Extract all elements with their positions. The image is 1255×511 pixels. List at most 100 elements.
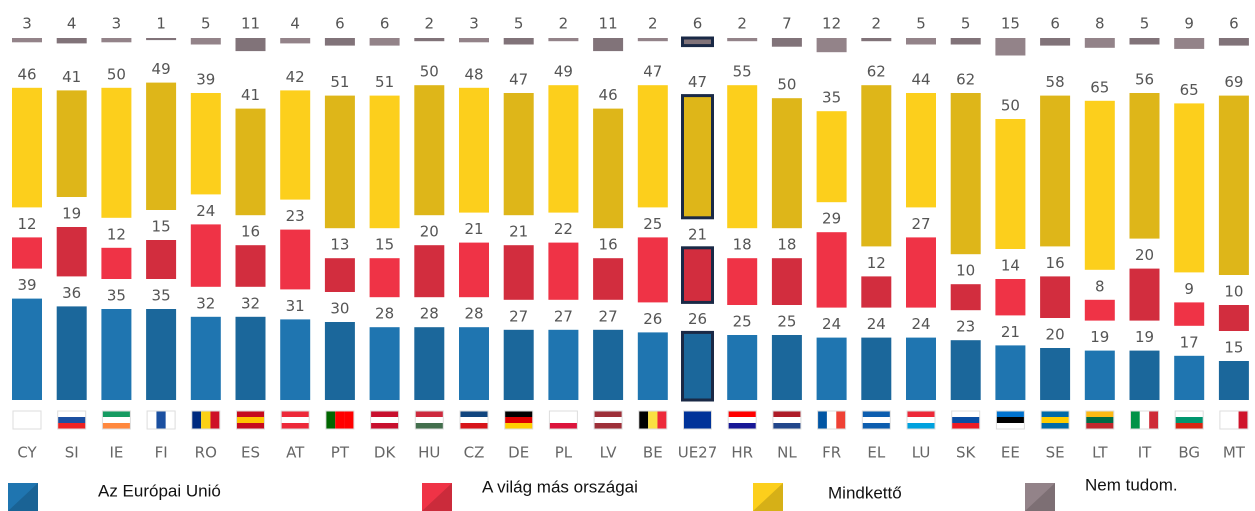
bar-segment [681, 246, 714, 304]
value-label: 65 [1090, 78, 1109, 96]
flag-border [638, 410, 668, 430]
bar-segment [637, 237, 668, 303]
value-label: 1 [156, 15, 166, 33]
flag-part [1085, 423, 1114, 429]
flag-part [594, 423, 623, 429]
bar-segment [1174, 355, 1205, 400]
flag-part [236, 417, 265, 423]
flag-border [995, 410, 1025, 430]
flag-part [772, 411, 801, 417]
flag-part [1175, 417, 1204, 423]
value-label: 26 [643, 310, 662, 328]
bar-segment [414, 38, 445, 42]
flag-part [683, 423, 712, 429]
x-tick-label: DK [374, 444, 397, 462]
value-label: 20 [420, 223, 439, 241]
flag-part [594, 411, 623, 417]
bar-segment [12, 38, 42, 43]
legend-label: Mindkettő [828, 483, 902, 502]
flag-part [102, 417, 131, 423]
bar-segment [56, 227, 87, 277]
flag-border [325, 410, 355, 430]
legend-label: Nem tudom. [1085, 475, 1178, 494]
bar-segment [12, 87, 42, 208]
bar-segment [995, 345, 1026, 400]
value-label: 12 [822, 15, 841, 33]
column [280, 38, 311, 400]
value-label: 15 [1001, 15, 1020, 33]
x-tick-label: HU [418, 444, 440, 462]
flag-part [13, 411, 41, 417]
bar-segment [12, 237, 42, 269]
flag-border [504, 410, 534, 430]
value-label: 2 [425, 15, 435, 33]
bar-segment [280, 229, 311, 290]
value-label: 4 [290, 15, 300, 33]
bar-segment [1084, 350, 1115, 400]
bar-segment [1218, 361, 1249, 400]
flag-part [281, 411, 310, 417]
bar-segment [235, 38, 266, 52]
x-tick-label: IE [109, 444, 123, 462]
column [56, 38, 87, 400]
legend-swatch-shade [1025, 483, 1055, 511]
bar-segment [1040, 95, 1071, 247]
value-label: 10 [1224, 283, 1243, 301]
value-label: 10 [956, 262, 975, 280]
flag-part [415, 411, 444, 417]
bar-segment [861, 85, 892, 247]
bar-segment [101, 309, 132, 400]
value-label: 56 [1135, 71, 1154, 89]
value-label: 9 [1184, 15, 1194, 33]
value-label: 15 [152, 218, 171, 236]
value-label: 12 [17, 215, 36, 233]
value-label: 39 [17, 276, 36, 294]
value-label: 27 [554, 307, 573, 325]
bar-segment [771, 98, 802, 229]
flag-part [1130, 411, 1140, 429]
value-label: 17 [1180, 333, 1199, 351]
x-tick-label: SI [65, 444, 79, 462]
x-tick-label: NL [777, 444, 797, 462]
flag-part [907, 411, 935, 417]
bar-segment [816, 38, 847, 53]
bar-segment [280, 90, 311, 200]
column [1218, 38, 1249, 400]
value-label: 15 [1224, 339, 1243, 357]
value-label: 5 [961, 15, 971, 33]
bar-segment [324, 95, 355, 229]
value-label: 18 [733, 236, 752, 254]
column [1084, 38, 1115, 400]
flag-part [862, 411, 891, 417]
value-label: 32 [196, 294, 215, 312]
flag-border [861, 410, 891, 430]
legend-label: Az Európai Unió [98, 481, 221, 500]
bar-segment [190, 224, 221, 287]
bar-segment [503, 38, 534, 45]
flag-part [1175, 423, 1204, 429]
bar-segment [816, 337, 847, 400]
flag-border [683, 410, 712, 430]
column [681, 36, 714, 402]
bar-segment [771, 38, 802, 47]
flag-part [370, 411, 399, 417]
flag-part [460, 417, 488, 423]
bar-segment [459, 327, 489, 400]
bar-segment [950, 93, 981, 255]
x-tick-label: DE [508, 444, 529, 462]
value-label: 11 [241, 15, 260, 33]
flag-part [236, 423, 265, 429]
bar-segment [950, 38, 981, 45]
column [1129, 38, 1160, 400]
x-tick-label: HR [731, 444, 753, 462]
value-label: 47 [509, 71, 528, 89]
value-label: 48 [464, 65, 483, 83]
value-label: 49 [152, 60, 171, 78]
flag-part [13, 417, 41, 423]
flag-part [657, 411, 667, 429]
legend-swatch-shade [422, 483, 452, 511]
bar-segment [459, 38, 489, 43]
flag-part [996, 411, 1025, 417]
bar-segment [995, 279, 1026, 316]
bar-segment [593, 329, 624, 400]
